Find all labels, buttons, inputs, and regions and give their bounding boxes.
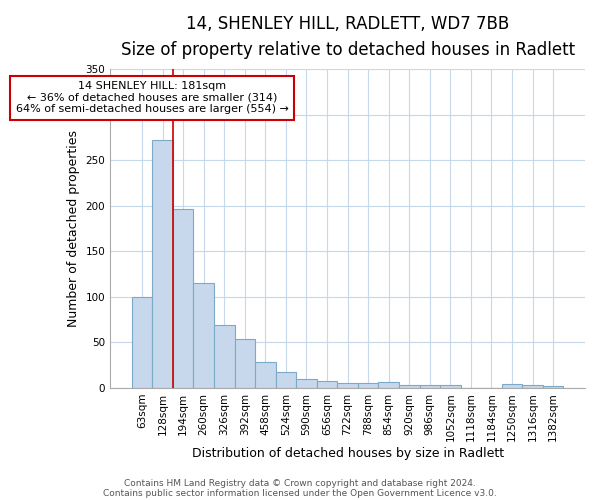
Bar xyxy=(543,386,563,388)
Text: Contains HM Land Registry data © Crown copyright and database right 2024.: Contains HM Land Registry data © Crown c… xyxy=(124,478,476,488)
Bar xyxy=(502,384,523,388)
Bar xyxy=(379,382,399,388)
Title: 14, SHENLEY HILL, RADLETT, WD7 7BB
Size of property relative to detached houses : 14, SHENLEY HILL, RADLETT, WD7 7BB Size … xyxy=(121,15,575,60)
Bar xyxy=(440,385,461,388)
Bar xyxy=(255,362,275,388)
Text: 14 SHENLEY HILL: 181sqm
← 36% of detached houses are smaller (314)
64% of semi-d: 14 SHENLEY HILL: 181sqm ← 36% of detache… xyxy=(16,81,289,114)
Bar xyxy=(296,378,317,388)
Bar xyxy=(193,283,214,388)
Bar xyxy=(358,384,379,388)
Bar xyxy=(152,140,173,388)
Bar xyxy=(399,385,419,388)
Y-axis label: Number of detached properties: Number of detached properties xyxy=(67,130,80,327)
Bar xyxy=(523,385,543,388)
Bar xyxy=(132,297,152,388)
X-axis label: Distribution of detached houses by size in Radlett: Distribution of detached houses by size … xyxy=(191,447,503,460)
Bar xyxy=(214,325,235,388)
Bar xyxy=(275,372,296,388)
Bar xyxy=(235,338,255,388)
Bar xyxy=(419,385,440,388)
Text: Contains public sector information licensed under the Open Government Licence v3: Contains public sector information licen… xyxy=(103,488,497,498)
Bar xyxy=(337,384,358,388)
Bar xyxy=(173,210,193,388)
Bar xyxy=(317,380,337,388)
